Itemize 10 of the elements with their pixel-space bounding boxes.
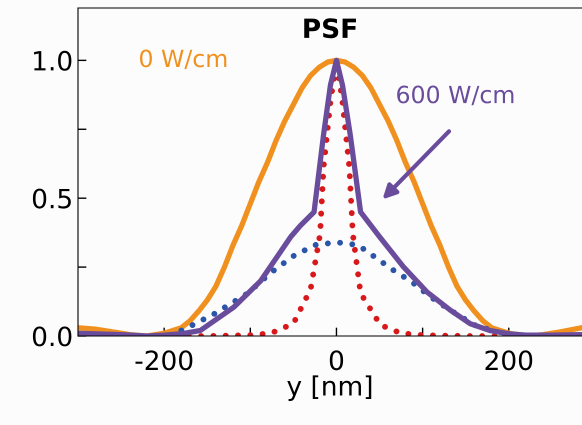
x-tick-label: -200 [136, 350, 192, 370]
y-tick-label: 0.0 [32, 326, 72, 346]
x-tick-label: 0 [330, 350, 344, 370]
text: 0 W/cm [140, 49, 226, 70]
y-tick-label: 0.5 [32, 188, 71, 209]
x-tick-label: 200 [486, 350, 532, 370]
x-axis-title: y [nm] [287, 375, 372, 401]
y-tick-label: 1.0 [34, 50, 72, 71]
chart-title: PSF [304, 18, 356, 38]
text: 600 W/cm [397, 86, 514, 106]
